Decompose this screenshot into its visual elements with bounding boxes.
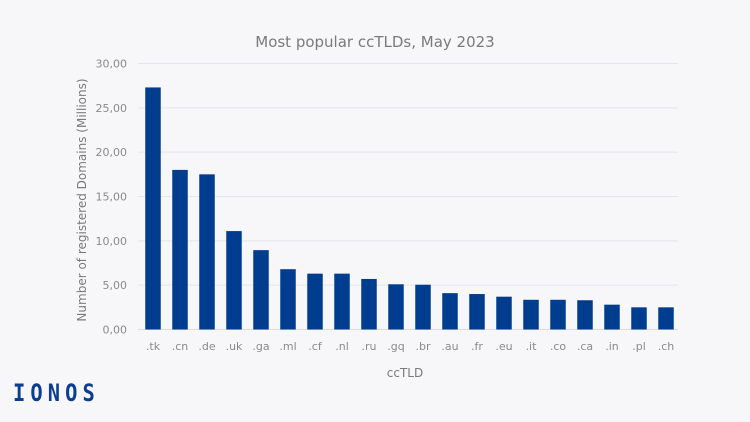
bar-eu [496, 296, 512, 330]
y-tick-label: 15,00 [96, 191, 128, 204]
x-axis-label: ccTLD [386, 366, 424, 380]
y-tick-label: 25,00 [96, 102, 128, 115]
bar-ch [658, 307, 674, 330]
bar-tk [145, 87, 161, 330]
bar-cn [172, 169, 188, 330]
bar-ml [280, 269, 296, 330]
x-tick-label: .br [415, 340, 430, 353]
bar-fr [469, 294, 485, 330]
x-tick-label: .ru [362, 340, 377, 353]
x-tick-label: .cn [172, 340, 189, 353]
x-tick-label: .it [526, 340, 538, 353]
x-tick-label: .pl [632, 340, 646, 353]
x-tick-label: .ch [658, 340, 675, 353]
x-tick-label: .eu [495, 340, 512, 353]
x-tick-label: .au [441, 340, 458, 353]
bar-ga [253, 250, 269, 330]
bar-it [523, 299, 539, 330]
y-tick-label: 30,00 [96, 58, 128, 71]
x-tick-label: .in [605, 340, 619, 353]
x-tick-label: .gq [387, 340, 404, 353]
x-tick-label: .tk [146, 340, 161, 353]
y-tick-label: 5,00 [103, 279, 128, 292]
bar-ru [361, 278, 377, 330]
chart-title: Most popular ccTLDs, May 2023 [255, 33, 495, 51]
bar-gq [388, 284, 404, 330]
x-tick-label: .ga [252, 340, 269, 353]
bar-ca [577, 300, 593, 330]
x-tick-label: .ca [577, 340, 593, 353]
ionos-logo: IONOS [13, 379, 100, 407]
x-tick-label: .de [198, 340, 215, 353]
bar-br [415, 284, 431, 330]
x-tick-label: .cf [308, 340, 323, 353]
bar-de [199, 174, 215, 330]
x-tick-label: .co [550, 340, 567, 353]
x-tick-label: .uk [226, 340, 243, 353]
bar-au [442, 293, 458, 330]
y-tick-label: 0,00 [103, 324, 128, 337]
y-tick-label: 20,00 [96, 146, 128, 159]
bar-co [550, 299, 566, 330]
x-tick-label: .nl [335, 340, 349, 353]
x-tick-label: .fr [471, 340, 483, 353]
x-tick-label: .ml [279, 340, 296, 353]
bar-uk [226, 231, 242, 330]
bar-cf [307, 273, 323, 330]
bar-nl [334, 273, 350, 330]
y-tick-label: 10,00 [96, 235, 128, 248]
bar-pl [631, 307, 647, 330]
bar-in [604, 304, 620, 330]
